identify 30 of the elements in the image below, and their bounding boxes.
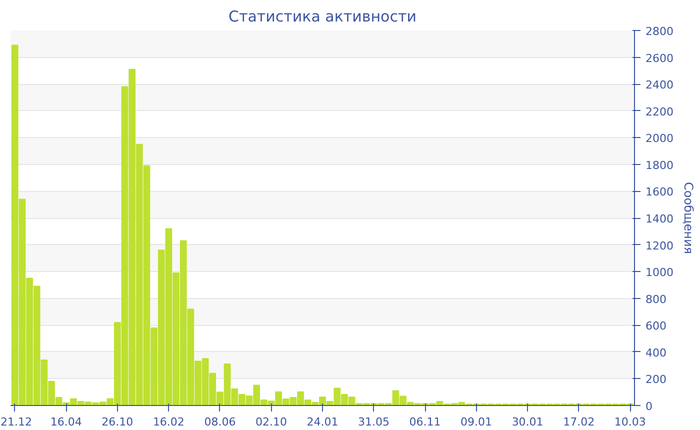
y-tick-label: 2600 [646,52,674,65]
x-tick-label: 31.05 [358,416,390,428]
chart-title: Статистика активности [228,8,416,26]
x-tick-label: 24.01 [306,416,338,428]
y-tick-label: 2400 [646,78,674,92]
y-tick-label: 800 [646,292,666,306]
y-tick-label: 2800 [646,25,674,38]
y-tick-label: 1800 [646,158,674,172]
x-tick-label: 08.06 [204,416,236,428]
y-tick-label: 2000 [646,132,674,146]
x-tick-label: 16.02 [152,416,184,428]
x-tick-label: 17.02 [563,416,595,428]
y-tick-label: 1200 [646,239,674,252]
y-tick-label: 200 [646,373,666,386]
x-tick-label: 09.01 [460,416,492,428]
x-tick-label: 26.10 [102,416,134,428]
x-tick-label: 02.10 [255,416,287,428]
x-tick-label: 06.11 [409,416,441,428]
y-tick-label: 1000 [646,266,674,280]
x-tick-label: 30.01 [512,416,544,428]
y-axis-title: Сообщения [681,182,696,254]
y-tick-label: 400 [646,346,666,360]
x-tick-label: 10.03 [614,416,646,428]
x-tick-label: 16.04 [50,416,82,428]
y-tick-label: 1400 [646,212,674,226]
y-tick-label: 600 [646,320,666,333]
y-tick-label: 0 [646,400,652,413]
y-tick-label: 1600 [646,186,674,199]
y-tick-label: 2200 [646,105,674,118]
x-tick-label: 21.12 [0,416,32,428]
